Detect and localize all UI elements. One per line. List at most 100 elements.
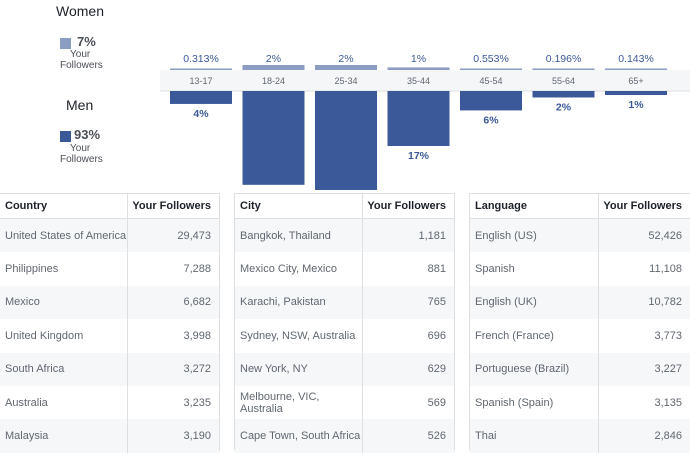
table-cell-name: Malaysia: [5, 430, 49, 443]
column-header[interactable]: City: [240, 200, 261, 212]
age-category-label: 55-64: [552, 76, 575, 86]
women-title: Women: [56, 3, 104, 19]
table-row: South Africa 3,272: [0, 352, 219, 386]
table-body: Bangkok, Thailand 1,181 Mexico City, Mexic…: [235, 219, 454, 453]
table-row: Karachi, Pakistan 765: [235, 285, 454, 320]
women-bar: [315, 65, 377, 70]
age-category-label: 25-34: [334, 76, 357, 86]
language-table: Language Your Followers English (US) 52,426…: [470, 193, 690, 453]
women-sub-label: Your Followers: [60, 49, 120, 71]
table-row: Mexico 6,682: [0, 285, 219, 320]
women-bar: [532, 68, 595, 70]
table-row: Melbourne, VIC, Australia 569: [235, 385, 454, 420]
women-bar: [170, 68, 232, 70]
men-bar: [387, 91, 450, 146]
table-cell-count: 3,773: [598, 319, 690, 353]
age-category-label: 35-44: [407, 76, 430, 86]
column-header[interactable]: Your Followers: [362, 194, 454, 218]
table-body: United States of America 29,473 Philippine…: [0, 219, 219, 453]
table-cell-count: 10,782: [598, 285, 690, 320]
women-percent: 7%: [77, 34, 96, 49]
column-header[interactable]: Your Followers: [598, 194, 690, 218]
table-cell-name: English (UK): [475, 296, 537, 309]
table-cell-count: 881: [362, 252, 454, 286]
men-bar: [242, 91, 305, 185]
men-bar: [532, 91, 595, 98]
men-data-label: 17%: [408, 150, 430, 162]
table-divider: [234, 193, 235, 451]
column-header[interactable]: Language: [475, 200, 527, 212]
column-header[interactable]: Country: [5, 200, 48, 212]
men-data-label: 4%: [193, 108, 209, 120]
table-row: Portuguese (Brazil) 3,227: [470, 352, 690, 386]
table-row: Bangkok, Thailand 1,181: [235, 219, 454, 253]
women-bar: [242, 65, 305, 70]
city-table: City Your Followers Bangkok, Thailand 1,181…: [235, 193, 454, 453]
table-cell-count: 3,272: [127, 352, 219, 386]
table-header: Language Your Followers: [470, 194, 690, 219]
table-row: French (France) 3,773: [470, 319, 690, 353]
men-bar: [460, 91, 522, 111]
men-sub-line1: Your: [70, 143, 91, 154]
table-divider: [469, 193, 470, 451]
women-data-label: 0.553%: [473, 53, 509, 65]
age-category-label: 45-54: [479, 76, 502, 86]
women-data-label: 1%: [411, 53, 426, 65]
table-cell-name: Sydney, NSW, Australia: [240, 329, 356, 342]
table-cell-count: 29,473: [127, 219, 219, 253]
age-category-label: 13-17: [189, 76, 212, 86]
women-data-label: 0.196%: [546, 53, 582, 65]
table-cell-name: Melbourne, VIC, Australia: [240, 390, 320, 415]
table-cell-name: Portuguese (Brazil): [475, 363, 570, 376]
table-cell-name: South Africa: [5, 363, 65, 376]
table-row: English (US) 52,426: [470, 219, 690, 253]
table-cell-name: Spanish: [475, 263, 515, 276]
table-cell-name: English (US): [475, 229, 537, 242]
table-cell-name: Cape Town, South Africa: [240, 430, 361, 443]
men-bar: [605, 91, 667, 95]
table-cell-count: 3,135: [598, 385, 690, 420]
table-cell-count: 7,288: [127, 252, 219, 286]
table-row: Thai 2,846: [470, 419, 690, 453]
table-row: Mexico City, Mexico 881: [235, 252, 454, 286]
gender-legend: Women 7% Your Followers Men 93% Your Fol…: [0, 0, 160, 190]
table-cell-count: 3,235: [127, 385, 219, 420]
table-cell-count: 696: [362, 319, 454, 353]
country-table: Country Your Followers United States of Am…: [0, 193, 219, 453]
table-header: Country Your Followers: [0, 194, 219, 219]
table-row: New York, NY 629: [235, 352, 454, 386]
table-cell-name: Karachi, Pakistan: [240, 296, 326, 309]
age-category-label: 65+: [628, 76, 643, 86]
column-header[interactable]: Your Followers: [127, 194, 219, 218]
table-cell-name: New York, NY: [240, 363, 308, 376]
table-row: Malaysia 3,190: [0, 419, 219, 453]
chart-svg: 0.313%13-174%2%18-2429%2%25-3434%1%35-44…: [160, 53, 690, 190]
men-sub-line2: Followers: [60, 154, 103, 165]
table-row: Philippines 7,288: [0, 252, 219, 286]
table-cell-count: 3,227: [598, 352, 690, 386]
table-row: Spanish 11,108: [470, 252, 690, 286]
table-cell-count: 629: [362, 352, 454, 386]
table-cell-count: 3,998: [127, 319, 219, 353]
table-cell-name: Philippines: [5, 263, 59, 276]
age-gender-chart: 0.313%13-174%2%18-2429%2%25-3434%1%35-44…: [160, 40, 690, 190]
women-sub-line1: Your: [70, 49, 91, 60]
table-cell-count: 765: [362, 285, 454, 320]
table-cell-count: 3,190: [127, 419, 219, 453]
table-cell-count: 52,426: [598, 219, 690, 253]
women-data-label: 0.143%: [618, 53, 654, 65]
men-data-label: 6%: [483, 114, 499, 126]
table-cell-name: Bangkok, Thailand: [240, 229, 331, 242]
table-cell-name: United States of America: [5, 229, 127, 242]
women-bar: [460, 68, 522, 70]
table-cell-name: Spanish (Spain): [475, 396, 554, 409]
table-cell-count: 1,181: [362, 219, 454, 253]
men-swatch: [60, 131, 71, 142]
table-row: Spanish (Spain) 3,135: [470, 385, 690, 420]
table-row: Cape Town, South Africa 526: [235, 419, 454, 453]
table-cell-name: Mexico City, Mexico: [240, 263, 337, 276]
table-cell-count: 11,108: [598, 252, 690, 286]
women-data-label: 2%: [266, 53, 281, 65]
table-row: Australia 3,235: [0, 385, 219, 420]
table-cell-name: French (France): [475, 329, 554, 342]
